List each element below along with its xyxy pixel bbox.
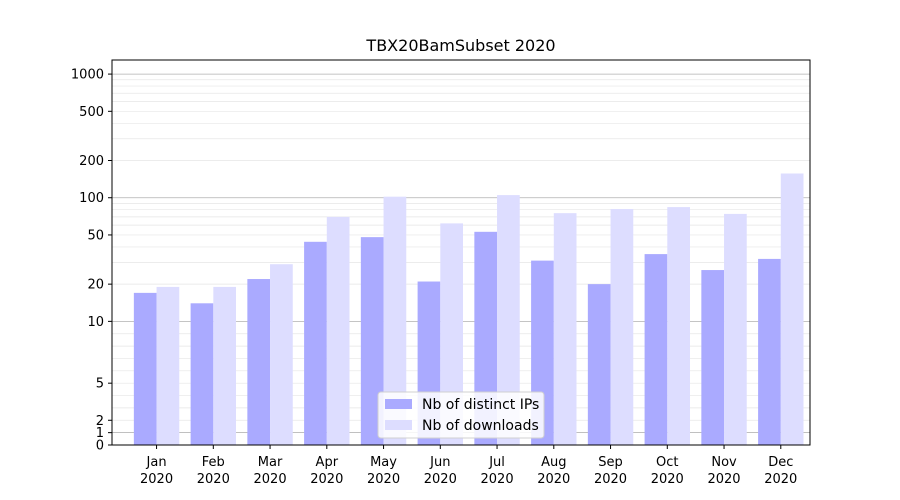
legend: Nb of distinct IPs Nb of downloads	[377, 391, 545, 439]
x-tick-label-month: May	[370, 455, 397, 470]
bar-downloads	[610, 209, 634, 445]
y-tick-label: 20	[87, 278, 104, 293]
x-tick-label-year: 2020	[594, 472, 627, 487]
y-tick-label: 50	[87, 228, 104, 243]
y-tick-label: 500	[79, 105, 104, 120]
x-tick-label-month: Feb	[202, 455, 225, 470]
x-tick-label-month: Nov	[711, 455, 737, 470]
y-tick-label: 1000	[71, 68, 104, 83]
bar-distinct-ips	[133, 292, 157, 445]
y-tick-label: 10	[87, 315, 104, 330]
bar-downloads	[270, 264, 293, 445]
x-tick-label-month: Dec	[768, 455, 793, 470]
x-tick-label-month: Jun	[429, 455, 450, 470]
bar-downloads	[440, 223, 463, 445]
bar-downloads	[780, 173, 804, 445]
y-tick-label: 100	[79, 191, 104, 206]
x-tick-label-year: 2020	[764, 472, 797, 487]
x-tick-label-year: 2020	[537, 472, 570, 487]
bar-downloads	[383, 196, 407, 445]
y-tick-label: 5	[96, 377, 104, 392]
x-tick-label-month: Aug	[541, 455, 566, 470]
x-tick-label-year: 2020	[651, 472, 684, 487]
bar-downloads	[667, 207, 690, 445]
x-tick-label-year: 2020	[197, 472, 230, 487]
x-tick-label-month: Sep	[598, 455, 623, 470]
bar-distinct-ips	[587, 284, 611, 445]
x-tick-label-month: Jan	[146, 455, 167, 470]
y-tick-label: 0	[96, 439, 104, 454]
bar-downloads	[326, 216, 350, 445]
x-tick-label-year: 2020	[424, 472, 457, 487]
x-tick-label-year: 2020	[367, 472, 400, 487]
x-tick-label-month: Mar	[258, 455, 283, 470]
bar-distinct-ips	[701, 270, 725, 445]
bar-downloads	[497, 195, 520, 445]
x-axis: Jan 2020 Feb 2020 Mar 2020 Apr 2020 May 2020 Jun 20…	[140, 445, 797, 487]
bar-distinct-ips	[304, 241, 327, 445]
x-tick-label-year: 2020	[310, 472, 343, 487]
bar-distinct-ips	[644, 254, 668, 445]
x-tick-label-year: 2020	[481, 472, 514, 487]
legend-swatch	[385, 399, 412, 409]
x-tick-label-year: 2020	[254, 472, 287, 487]
bar-distinct-ips	[758, 258, 781, 445]
x-tick-label-year: 2020	[140, 472, 173, 487]
x-tick-label-month: Oct	[656, 455, 678, 470]
x-tick-label-month: Apr	[316, 455, 339, 470]
bars-group	[133, 173, 804, 445]
bar-distinct-ips	[247, 279, 271, 445]
legend-label: Nb of downloads	[422, 418, 539, 434]
legend-swatch	[385, 420, 412, 430]
bar-downloads	[156, 286, 180, 445]
y-axis: 012 5 10 20 50 100 200 500 1000	[71, 68, 112, 454]
plot-frame	[111, 59, 811, 446]
bar-downloads	[553, 213, 577, 445]
bar-downloads	[724, 213, 747, 445]
chart-title: TBX20BamSubset 2020	[365, 36, 555, 55]
y-tick-label: 2	[96, 414, 104, 429]
x-tick-label-month: Jul	[488, 455, 505, 470]
legend-label: Nb of distinct IPs	[422, 397, 539, 413]
bar-downloads	[213, 286, 237, 445]
y-tick-label: 200	[79, 154, 104, 169]
bar-distinct-ips	[360, 237, 384, 445]
legend-box	[377, 391, 545, 439]
y-tick-label: 1	[96, 426, 104, 441]
x-tick-label-year: 2020	[707, 472, 740, 487]
bar-distinct-ips	[190, 303, 214, 445]
